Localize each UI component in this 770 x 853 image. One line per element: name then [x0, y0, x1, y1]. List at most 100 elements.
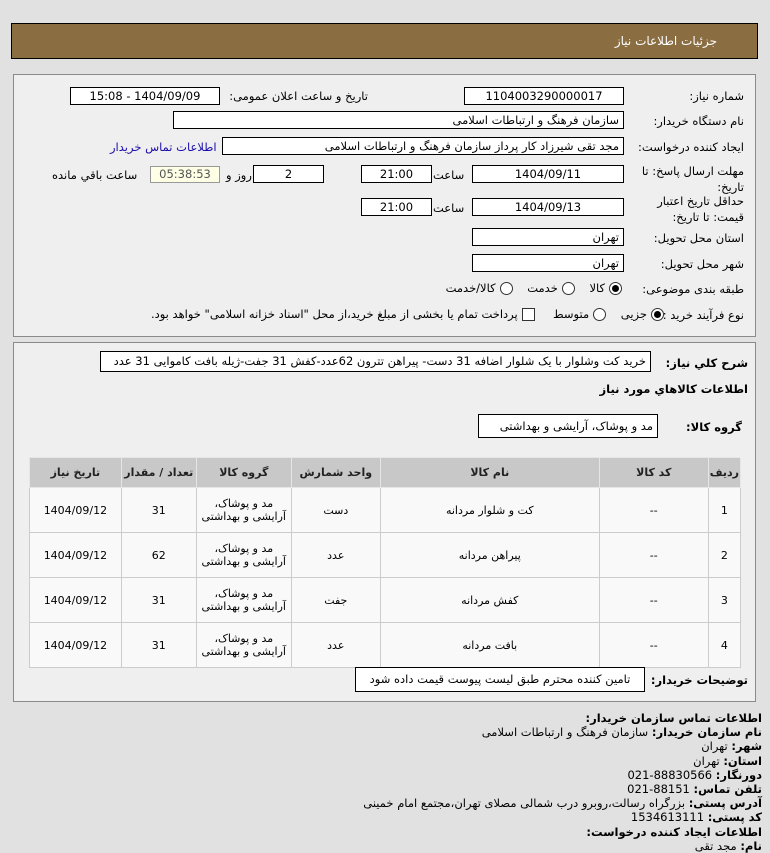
contact-value: تهران	[693, 753, 720, 768]
category-radios: کالا خدمت کالا/خدمت	[446, 281, 622, 295]
quantity-cell: 62	[120, 532, 197, 578]
remaining-time-field: 05:38:53	[150, 166, 220, 183]
quantity-cell: 31	[120, 577, 197, 623]
announce-field: 1404/09/09 - 15:08	[70, 87, 220, 105]
goods-name-cell: بافت مردانه	[379, 622, 600, 668]
contact-value: 88830566-021	[627, 767, 713, 782]
reply-time-field: 21:00	[361, 165, 432, 183]
goods-code-cell: --	[598, 532, 709, 578]
contact-line: آدرس پستی: بزرگراه رسالت،روبرو درب شمالی…	[363, 796, 762, 810]
category-goods-radio[interactable]: کالا	[589, 281, 622, 295]
goods-code-cell: --	[598, 487, 709, 533]
goods-group-cell: مد و پوشاک، آرایشی و بهداشتی	[195, 577, 292, 623]
contact-line: دورنگار: 88830566-021	[363, 768, 762, 782]
buyer-notes-field: تامین کننده محترم طبق لیست پیوست قیمت دا…	[355, 667, 645, 692]
category-label: طبقه بندی موضوعی:	[642, 282, 744, 296]
radio-icon	[561, 282, 575, 295]
table-row: 2 -- پیراهن مردانه عدد مد و پوشاک، آرایشی و …	[29, 532, 742, 578]
description-field: خرید کت وشلوار با یک شلوار اضافه 31 دست-…	[100, 351, 651, 372]
goods-group-cell: مد و پوشاک، آرایشی و بهداشتی	[195, 622, 292, 668]
col-row: ردیف	[707, 457, 742, 488]
need-date-cell: 1404/09/12	[29, 532, 122, 578]
price-time-label: ساعت	[433, 201, 465, 215]
buyer-contact-link[interactable]: اطلاعات تماس خریدار	[110, 140, 217, 154]
description-label: شرح كلي نياز:	[665, 356, 748, 370]
announce-label: تاریخ و ساعت اعلان عمومی:	[229, 89, 368, 103]
city-label: شهر محل تحویل:	[660, 257, 744, 271]
city-field: تهران	[472, 254, 624, 272]
table-row: 4 -- بافت مردانه عدد مد و پوشاک، آرایشی و به…	[29, 622, 742, 668]
contact-line: تلفن تماس: 88151-021	[363, 782, 762, 796]
contact-key: نام سازمان خریدار:	[651, 725, 762, 740]
unit-cell: دست	[290, 487, 381, 533]
reply-deadline-label: مهلت ارسال پاسخ: تا تاریخ:	[641, 164, 744, 194]
goods-code-cell: --	[598, 577, 709, 623]
page-header: جزئیات اطلاعات نیاز	[11, 23, 758, 59]
need-date-cell: 1404/09/12	[29, 577, 122, 623]
goods-code-cell: --	[598, 622, 709, 668]
process-minor-radio[interactable]: جزیی	[621, 307, 664, 321]
radio-icon	[499, 282, 513, 295]
payment-checkbox[interactable]: پرداخت تمام یا بخشی از مبلغ خرید،از محل …	[151, 307, 535, 321]
contact-line: کد پستی: 1534613111	[363, 810, 762, 824]
need-number-label: شماره نیاز:	[689, 89, 744, 103]
row-number-cell: 2	[707, 532, 742, 578]
goods-info-title: اطلاعات كالاهاي مورد نياز	[599, 382, 748, 396]
province-label: استان محل تحویل:	[653, 231, 744, 245]
days-label: روز و	[226, 168, 252, 182]
goods-group-cell: مد و پوشاک، آرایشی و بهداشتی	[195, 487, 292, 533]
goods-group-label: گروه کالا:	[686, 420, 742, 434]
col-code: کد کالا	[598, 457, 709, 488]
contact-line: شهر: تهران	[363, 739, 762, 753]
contact-title: اطلاعات تماس سازمان خریدار:	[585, 711, 762, 725]
contact-value: بزرگراه رسالت،روبرو درب شمالی مصلای تهرا…	[363, 796, 686, 811]
price-date-field: 1404/09/13	[472, 198, 624, 216]
row-number-cell: 4	[707, 622, 742, 668]
buyer-contact-info: اطلاعات تماس سازمان خریدار: نام سازمان خ…	[363, 711, 762, 853]
category-service-radio[interactable]: خدمت	[527, 281, 575, 295]
checkbox-icon	[521, 308, 535, 321]
col-date: تاریخ نیاز	[29, 457, 122, 488]
need-date-cell: 1404/09/12	[29, 622, 122, 668]
contact-key: تلفن تماس:	[693, 782, 762, 797]
contact-key: دورنگار:	[715, 767, 762, 782]
creator-field: مجد تقی شیرزاد کار پرداز سازمان فرهنگ و …	[222, 137, 624, 155]
creator-name-line: نام: مجد تقی	[694, 838, 762, 853]
table-row: 1 -- کت و شلوار مردانه دست مد و پوشاک، آرایش…	[29, 487, 742, 533]
row-number-cell: 3	[707, 577, 742, 623]
contact-value: سازمان فرهنگ و ارتباطات اسلامی	[481, 725, 649, 740]
col-unit: واحد شمارش	[290, 457, 381, 488]
creator-label: ایجاد کننده درخواست:	[638, 140, 744, 154]
days-field: 2	[253, 165, 324, 183]
buyer-org-label: نام دستگاه خریدار:	[653, 114, 744, 128]
radio-checked-icon	[651, 308, 664, 321]
goods-name-cell: کفش مردانه	[379, 577, 600, 623]
contact-key: کد پستی:	[707, 810, 762, 825]
contact-line: استان: تهران	[363, 754, 762, 768]
need-number-field: 1104003290000017	[464, 87, 624, 105]
contact-line: نام سازمان خریدار: سازمان فرهنگ و ارتباط…	[363, 725, 762, 739]
quantity-cell: 31	[120, 622, 197, 668]
price-validity-label: حداقل تاریخ اعتبار قیمت: تا تاریخ:	[657, 194, 744, 224]
col-name: نام کالا	[379, 457, 600, 488]
process-label: نوع فرآیند خرید :	[662, 308, 744, 322]
unit-cell: عدد	[290, 532, 381, 578]
table-row: 3 -- کفش مردانه جفت مد و پوشاک، آرایشی و بهد…	[29, 577, 742, 623]
col-qty: تعداد / مقدار	[120, 457, 197, 488]
reply-date-field: 1404/09/11	[472, 165, 624, 183]
table-header-row: ردیف کد کالا نام کالا واحد شمارش گروه کا…	[29, 457, 742, 488]
contact-value: 1534613111	[630, 810, 705, 825]
creator-info-title: اطلاعات ایجاد کننده درخواست:	[586, 824, 762, 839]
unit-cell: جفت	[290, 577, 381, 623]
reply-time-label: ساعت	[433, 168, 465, 182]
category-both-radio[interactable]: کالا/خدمت	[446, 281, 513, 295]
contact-key: شهر:	[731, 739, 762, 754]
page-title: جزئیات اطلاعات نیاز	[614, 34, 717, 48]
process-medium-radio[interactable]: متوسط	[553, 307, 607, 321]
price-time-field: 21:00	[361, 198, 432, 216]
province-field: تهران	[472, 228, 624, 246]
remaining-label: ساعت باقي مانده	[52, 168, 138, 182]
radio-icon	[593, 308, 607, 321]
buyer-notes-label: توضیحات خریدار:	[650, 673, 748, 687]
goods-name-cell: پیراهن مردانه	[379, 532, 600, 578]
